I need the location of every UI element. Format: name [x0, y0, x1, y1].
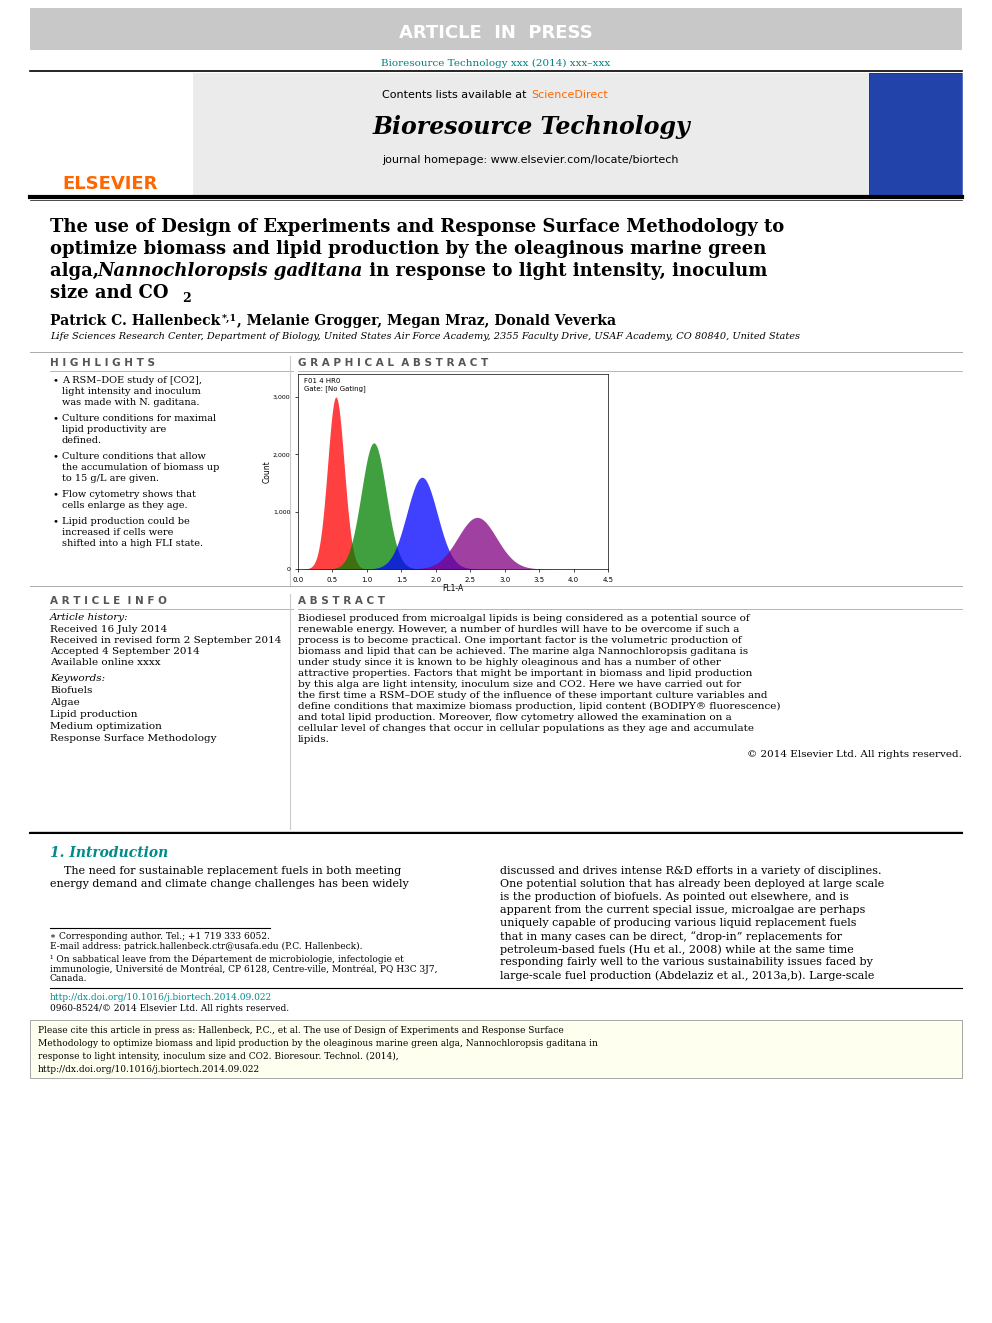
- Text: Article history:: Article history:: [50, 613, 129, 622]
- Text: Culture conditions that allow: Culture conditions that allow: [62, 452, 206, 460]
- Text: Algae: Algae: [50, 699, 79, 706]
- Text: Culture conditions for maximal: Culture conditions for maximal: [62, 414, 216, 423]
- Text: The need for sustainable replacement fuels in both meeting: The need for sustainable replacement fue…: [50, 867, 401, 876]
- Text: define conditions that maximize biomass production, lipid content (BODIPY® fluor: define conditions that maximize biomass …: [298, 703, 781, 712]
- Text: attractive properties. Factors that might be important in biomass and lipid prod: attractive properties. Factors that migh…: [298, 669, 752, 677]
- Text: ARTICLE  IN  PRESS: ARTICLE IN PRESS: [399, 24, 593, 42]
- Text: the first time a RSM–DOE study of the influence of these important culture varia: the first time a RSM–DOE study of the in…: [298, 691, 768, 700]
- Text: A RSM–DOE study of [CO2],: A RSM–DOE study of [CO2],: [62, 376, 202, 385]
- Text: defined.: defined.: [62, 437, 102, 445]
- Text: is the production of biofuels. As pointed out elsewhere, and is: is the production of biofuels. As pointe…: [500, 892, 849, 902]
- Text: H I G H L I G H T S: H I G H L I G H T S: [50, 359, 155, 368]
- Text: F01 4 HR0
Gate: [No Gating]: F01 4 HR0 Gate: [No Gating]: [305, 378, 366, 392]
- Bar: [193, 73, 869, 194]
- Bar: [30, 73, 193, 194]
- Text: Lipid production: Lipid production: [50, 710, 138, 718]
- Text: in response to light intensity, inoculum: in response to light intensity, inoculum: [363, 262, 768, 280]
- X-axis label: FL1-A: FL1-A: [442, 583, 463, 593]
- Text: Bioresource Technology xxx (2014) xxx–xxx: Bioresource Technology xxx (2014) xxx–xx…: [381, 58, 611, 67]
- Y-axis label: Count: Count: [262, 460, 272, 483]
- Text: Nannochloropsis gaditana: Nannochloropsis gaditana: [97, 262, 362, 280]
- Text: •: •: [52, 376, 58, 385]
- Text: , Melanie Grogger, Megan Mraz, Donald Veverka: , Melanie Grogger, Megan Mraz, Donald Ve…: [237, 314, 616, 328]
- Text: The use of Design of Experiments and Response Surface Methodology to: The use of Design of Experiments and Res…: [50, 218, 785, 235]
- Text: response to light intensity, inoculum size and CO2. Bioresour. Technol. (2014),: response to light intensity, inoculum si…: [38, 1052, 399, 1061]
- Text: Flow cytometry shows that: Flow cytometry shows that: [62, 490, 195, 499]
- Text: biomass and lipid that can be achieved. The marine alga Nannochloropsis gaditana: biomass and lipid that can be achieved. …: [298, 647, 748, 656]
- Text: Life Sciences Research Center, Department of Biology, United States Air Force Ac: Life Sciences Research Center, Departmen…: [50, 332, 800, 341]
- Text: to 15 g/L are given.: to 15 g/L are given.: [62, 474, 159, 483]
- Text: was made with N. gaditana.: was made with N. gaditana.: [62, 398, 199, 407]
- Text: Response Surface Methodology: Response Surface Methodology: [50, 734, 216, 744]
- Bar: [869, 73, 962, 194]
- Bar: [30, 1020, 962, 1078]
- Text: http://dx.doi.org/10.1016/j.biortech.2014.09.022: http://dx.doi.org/10.1016/j.biortech.201…: [50, 994, 272, 1002]
- Text: •: •: [52, 414, 58, 423]
- Text: alga,: alga,: [50, 262, 105, 280]
- Text: Received 16 July 2014: Received 16 July 2014: [50, 624, 168, 634]
- Text: Keywords:: Keywords:: [50, 673, 105, 683]
- Text: the accumulation of biomass up: the accumulation of biomass up: [62, 463, 219, 472]
- Text: shifted into a high FLI state.: shifted into a high FLI state.: [62, 538, 203, 548]
- Text: ∗ Corresponding author. Tel.; +1 719 333 6052.: ∗ Corresponding author. Tel.; +1 719 333…: [50, 931, 270, 941]
- Text: cells enlarge as they age.: cells enlarge as they age.: [62, 501, 187, 509]
- Bar: [30, 8, 962, 50]
- Text: *,1: *,1: [222, 314, 237, 323]
- Text: by this alga are light intensity, inoculum size and CO2. Here we have carried ou: by this alga are light intensity, inocul…: [298, 680, 741, 689]
- Text: 1. Introduction: 1. Introduction: [50, 845, 169, 860]
- Bar: [869, 73, 962, 194]
- Text: light intensity and inoculum: light intensity and inoculum: [62, 388, 200, 396]
- Text: journal homepage: www.elsevier.com/locate/biortech: journal homepage: www.elsevier.com/locat…: [383, 155, 680, 165]
- Text: Received in revised form 2 September 2014: Received in revised form 2 September 201…: [50, 636, 282, 646]
- Text: Available online xxxx: Available online xxxx: [50, 658, 161, 667]
- Text: ELSEVIER: ELSEVIER: [62, 175, 158, 193]
- Text: energy demand and climate change challenges has been widely: energy demand and climate change challen…: [50, 878, 409, 889]
- Text: •: •: [52, 490, 58, 499]
- Text: A R T I C L E  I N F O: A R T I C L E I N F O: [50, 595, 167, 606]
- Text: One potential solution that has already been deployed at large scale: One potential solution that has already …: [500, 878, 884, 889]
- Text: © 2014 Elsevier Ltd. All rights reserved.: © 2014 Elsevier Ltd. All rights reserved…: [747, 750, 962, 759]
- Text: G R A P H I C A L  A B S T R A C T: G R A P H I C A L A B S T R A C T: [298, 359, 488, 368]
- Text: under study since it is known to be highly oleaginous and has a number of other: under study since it is known to be high…: [298, 658, 721, 667]
- Text: Please cite this article in press as: Hallenbeck, P.C., et al. The use of Design: Please cite this article in press as: Ha…: [38, 1027, 563, 1035]
- Text: Biodiesel produced from microalgal lipids is being considered as a potential sou: Biodiesel produced from microalgal lipid…: [298, 614, 750, 623]
- Text: large-scale fuel production (Abdelaziz et al., 2013a,b). Large-scale: large-scale fuel production (Abdelaziz e…: [500, 970, 874, 980]
- Text: immunologie, Université de Montréal, CP 6128, Centre-ville, Montréal, PQ H3C 3J7: immunologie, Université de Montréal, CP …: [50, 964, 437, 974]
- Text: discussed and drives intense R&D efforts in a variety of disciplines.: discussed and drives intense R&D efforts…: [500, 867, 882, 876]
- Text: size and CO: size and CO: [50, 284, 169, 302]
- Text: Accepted 4 September 2014: Accepted 4 September 2014: [50, 647, 199, 656]
- Text: that in many cases can be direct, “drop-in” replacements for: that in many cases can be direct, “drop-…: [500, 931, 842, 942]
- Text: lipid productivity are: lipid productivity are: [62, 425, 167, 434]
- Text: and total lipid production. Moreover, flow cytometry allowed the examination on : and total lipid production. Moreover, fl…: [298, 713, 732, 722]
- Text: Biofuels: Biofuels: [50, 687, 92, 695]
- Text: renewable energy. However, a number of hurdles will have to be overcome if such : renewable energy. However, a number of h…: [298, 624, 739, 634]
- Text: Bioresource Technology: Bioresource Technology: [372, 115, 689, 139]
- Text: Canada.: Canada.: [50, 974, 87, 983]
- Text: optimize biomass and lipid production by the oleaginous marine green: optimize biomass and lipid production by…: [50, 239, 767, 258]
- Text: http://dx.doi.org/10.1016/j.biortech.2014.09.022: http://dx.doi.org/10.1016/j.biortech.201…: [38, 1065, 260, 1074]
- Text: Contents lists available at: Contents lists available at: [382, 90, 530, 101]
- Text: apparent from the current special issue, microalgae are perhaps: apparent from the current special issue,…: [500, 905, 865, 916]
- Text: lipids.: lipids.: [298, 736, 330, 744]
- Text: ScienceDirect: ScienceDirect: [531, 90, 608, 101]
- Text: •: •: [52, 517, 58, 527]
- Text: Methodology to optimize biomass and lipid production by the oleaginous marine gr: Methodology to optimize biomass and lipi…: [38, 1039, 598, 1048]
- Text: 0960-8524/© 2014 Elsevier Ltd. All rights reserved.: 0960-8524/© 2014 Elsevier Ltd. All right…: [50, 1004, 289, 1013]
- Text: increased if cells were: increased if cells were: [62, 528, 174, 537]
- Text: uniquely capable of producing various liquid replacement fuels: uniquely capable of producing various li…: [500, 918, 856, 927]
- Text: A B S T R A C T: A B S T R A C T: [298, 595, 385, 606]
- Text: Patrick C. Hallenbeck: Patrick C. Hallenbeck: [50, 314, 220, 328]
- Text: responding fairly well to the various sustainability issues faced by: responding fairly well to the various su…: [500, 957, 873, 967]
- Text: Medium optimization: Medium optimization: [50, 722, 162, 732]
- Text: E-mail address: patrick.hallenbeck.ctr@usafa.edu (P.C. Hallenbeck).: E-mail address: patrick.hallenbeck.ctr@u…: [50, 942, 362, 951]
- Text: process is to become practical. One important factor is the volumetric productio: process is to become practical. One impo…: [298, 636, 742, 646]
- Text: •: •: [52, 452, 58, 460]
- Text: Lipid production could be: Lipid production could be: [62, 517, 189, 527]
- Text: ¹ On sabbatical leave from the Département de microbiologie, infectologie et: ¹ On sabbatical leave from the Départeme…: [50, 954, 404, 963]
- Text: petroleum-based fuels (Hu et al., 2008) while at the same time: petroleum-based fuels (Hu et al., 2008) …: [500, 945, 854, 955]
- Text: 2: 2: [182, 292, 190, 306]
- Text: cellular level of changes that occur in cellular populations as they age and acc: cellular level of changes that occur in …: [298, 724, 754, 733]
